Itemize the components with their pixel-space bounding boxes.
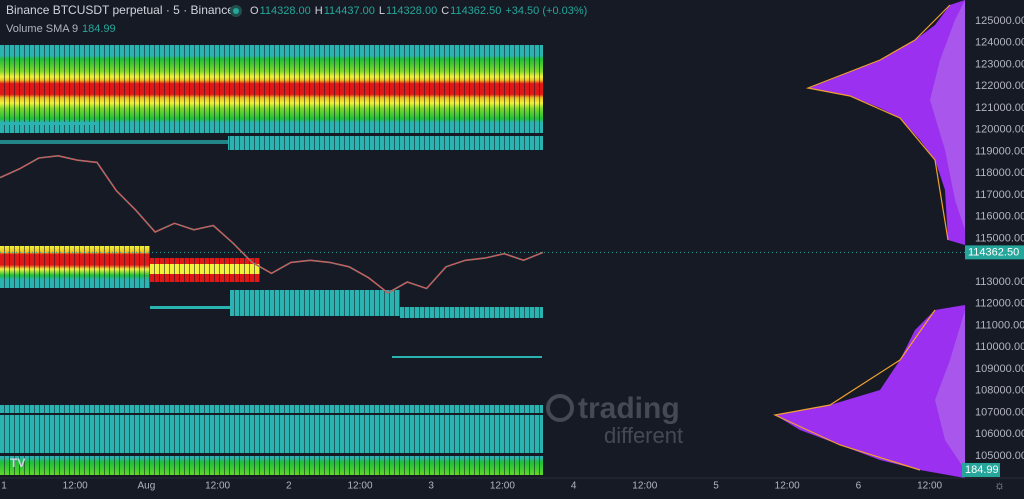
ohlc-key: C bbox=[441, 5, 449, 17]
price-tick-label: 110000.00 bbox=[975, 341, 1024, 353]
price-tick-label: 116000.00 bbox=[975, 211, 1024, 223]
price-tick-label: 105000.00 bbox=[975, 450, 1024, 462]
watermark-line2: different bbox=[604, 423, 683, 448]
indicator-name: Volume SMA 9 bbox=[6, 23, 78, 35]
time-label: 12:00 bbox=[490, 481, 515, 492]
time-label: 4 bbox=[571, 481, 577, 492]
current-price-tag bbox=[965, 245, 1024, 260]
price-tick-label: 112000.00 bbox=[975, 298, 1024, 310]
price-tick-label: 113000.00 bbox=[975, 276, 1024, 288]
price-tick-label: 121000.00 bbox=[975, 102, 1024, 114]
heatmap bbox=[0, 45, 543, 475]
time-label: 12:00 bbox=[205, 481, 230, 492]
volume-tag-label: 184.99 bbox=[965, 464, 999, 476]
price-tick-label: 115000.00 bbox=[975, 232, 1024, 244]
volume-profile bbox=[773, 0, 965, 478]
price-tick-label: 118000.00 bbox=[975, 167, 1024, 179]
ohlc-key: H bbox=[315, 5, 323, 17]
watermark-line1: trading bbox=[578, 392, 680, 425]
watermark: trading different bbox=[546, 392, 683, 448]
time-label: Aug bbox=[138, 481, 156, 492]
settings-icon: ☼ bbox=[994, 478, 1005, 492]
ohlc-key: O bbox=[250, 5, 259, 17]
change: +34.50 (+0.03%) bbox=[505, 5, 587, 17]
time-label: 6 bbox=[856, 481, 862, 492]
time-label: 3 bbox=[428, 481, 434, 492]
price-trace-up bbox=[0, 155, 544, 294]
volume-tag bbox=[962, 463, 1000, 477]
time-label: 12:00 bbox=[632, 481, 657, 492]
current-price-label: 114362.50 bbox=[968, 246, 1019, 258]
ohlc-value: 114362.50 bbox=[450, 5, 501, 17]
price-tick-label: 122000.00 bbox=[975, 80, 1024, 92]
price-tick-label: 108000.00 bbox=[975, 385, 1024, 397]
price-tick-label: 123000.00 bbox=[975, 58, 1024, 70]
price-tick-label: 109000.00 bbox=[975, 363, 1024, 375]
price-tick-label: 111000.00 bbox=[975, 319, 1024, 331]
price-tick-label: 124000.00 bbox=[975, 37, 1024, 49]
time-label: 12:00 bbox=[347, 481, 372, 492]
legend: Binance BTCUSDT perpetual · 5 · Binance … bbox=[6, 3, 242, 470]
time-label: 12:00 bbox=[63, 481, 88, 492]
ohlc-value: 114328.00 bbox=[386, 5, 437, 17]
price-tick-label: 117000.00 bbox=[975, 189, 1024, 201]
price-tick-label: 106000.00 bbox=[975, 428, 1024, 440]
price-tick-label: 125000.00 bbox=[975, 15, 1024, 27]
ohlc-value: 114328.00 bbox=[260, 5, 311, 17]
price-tick-label: 120000.00 bbox=[975, 124, 1024, 136]
symbol: Binance BTCUSDT perpetual · 5 · Binance bbox=[6, 3, 234, 17]
time-label: 12:00 bbox=[917, 481, 942, 492]
price-tick-label: 119000.00 bbox=[975, 145, 1024, 157]
tv-logo: TV bbox=[10, 456, 25, 470]
time-label: 5 bbox=[713, 481, 719, 492]
status-dot-inner bbox=[233, 8, 239, 14]
time-label: 12:00 bbox=[775, 481, 800, 492]
time-label: 2 bbox=[286, 481, 292, 492]
time-label: 1 bbox=[1, 481, 7, 492]
ohlc-value: 114437.00 bbox=[324, 5, 375, 17]
indicator-value: 184.99 bbox=[82, 23, 116, 35]
ohlc-key: L bbox=[379, 5, 385, 17]
price-tick-label: 107000.00 bbox=[975, 406, 1024, 418]
